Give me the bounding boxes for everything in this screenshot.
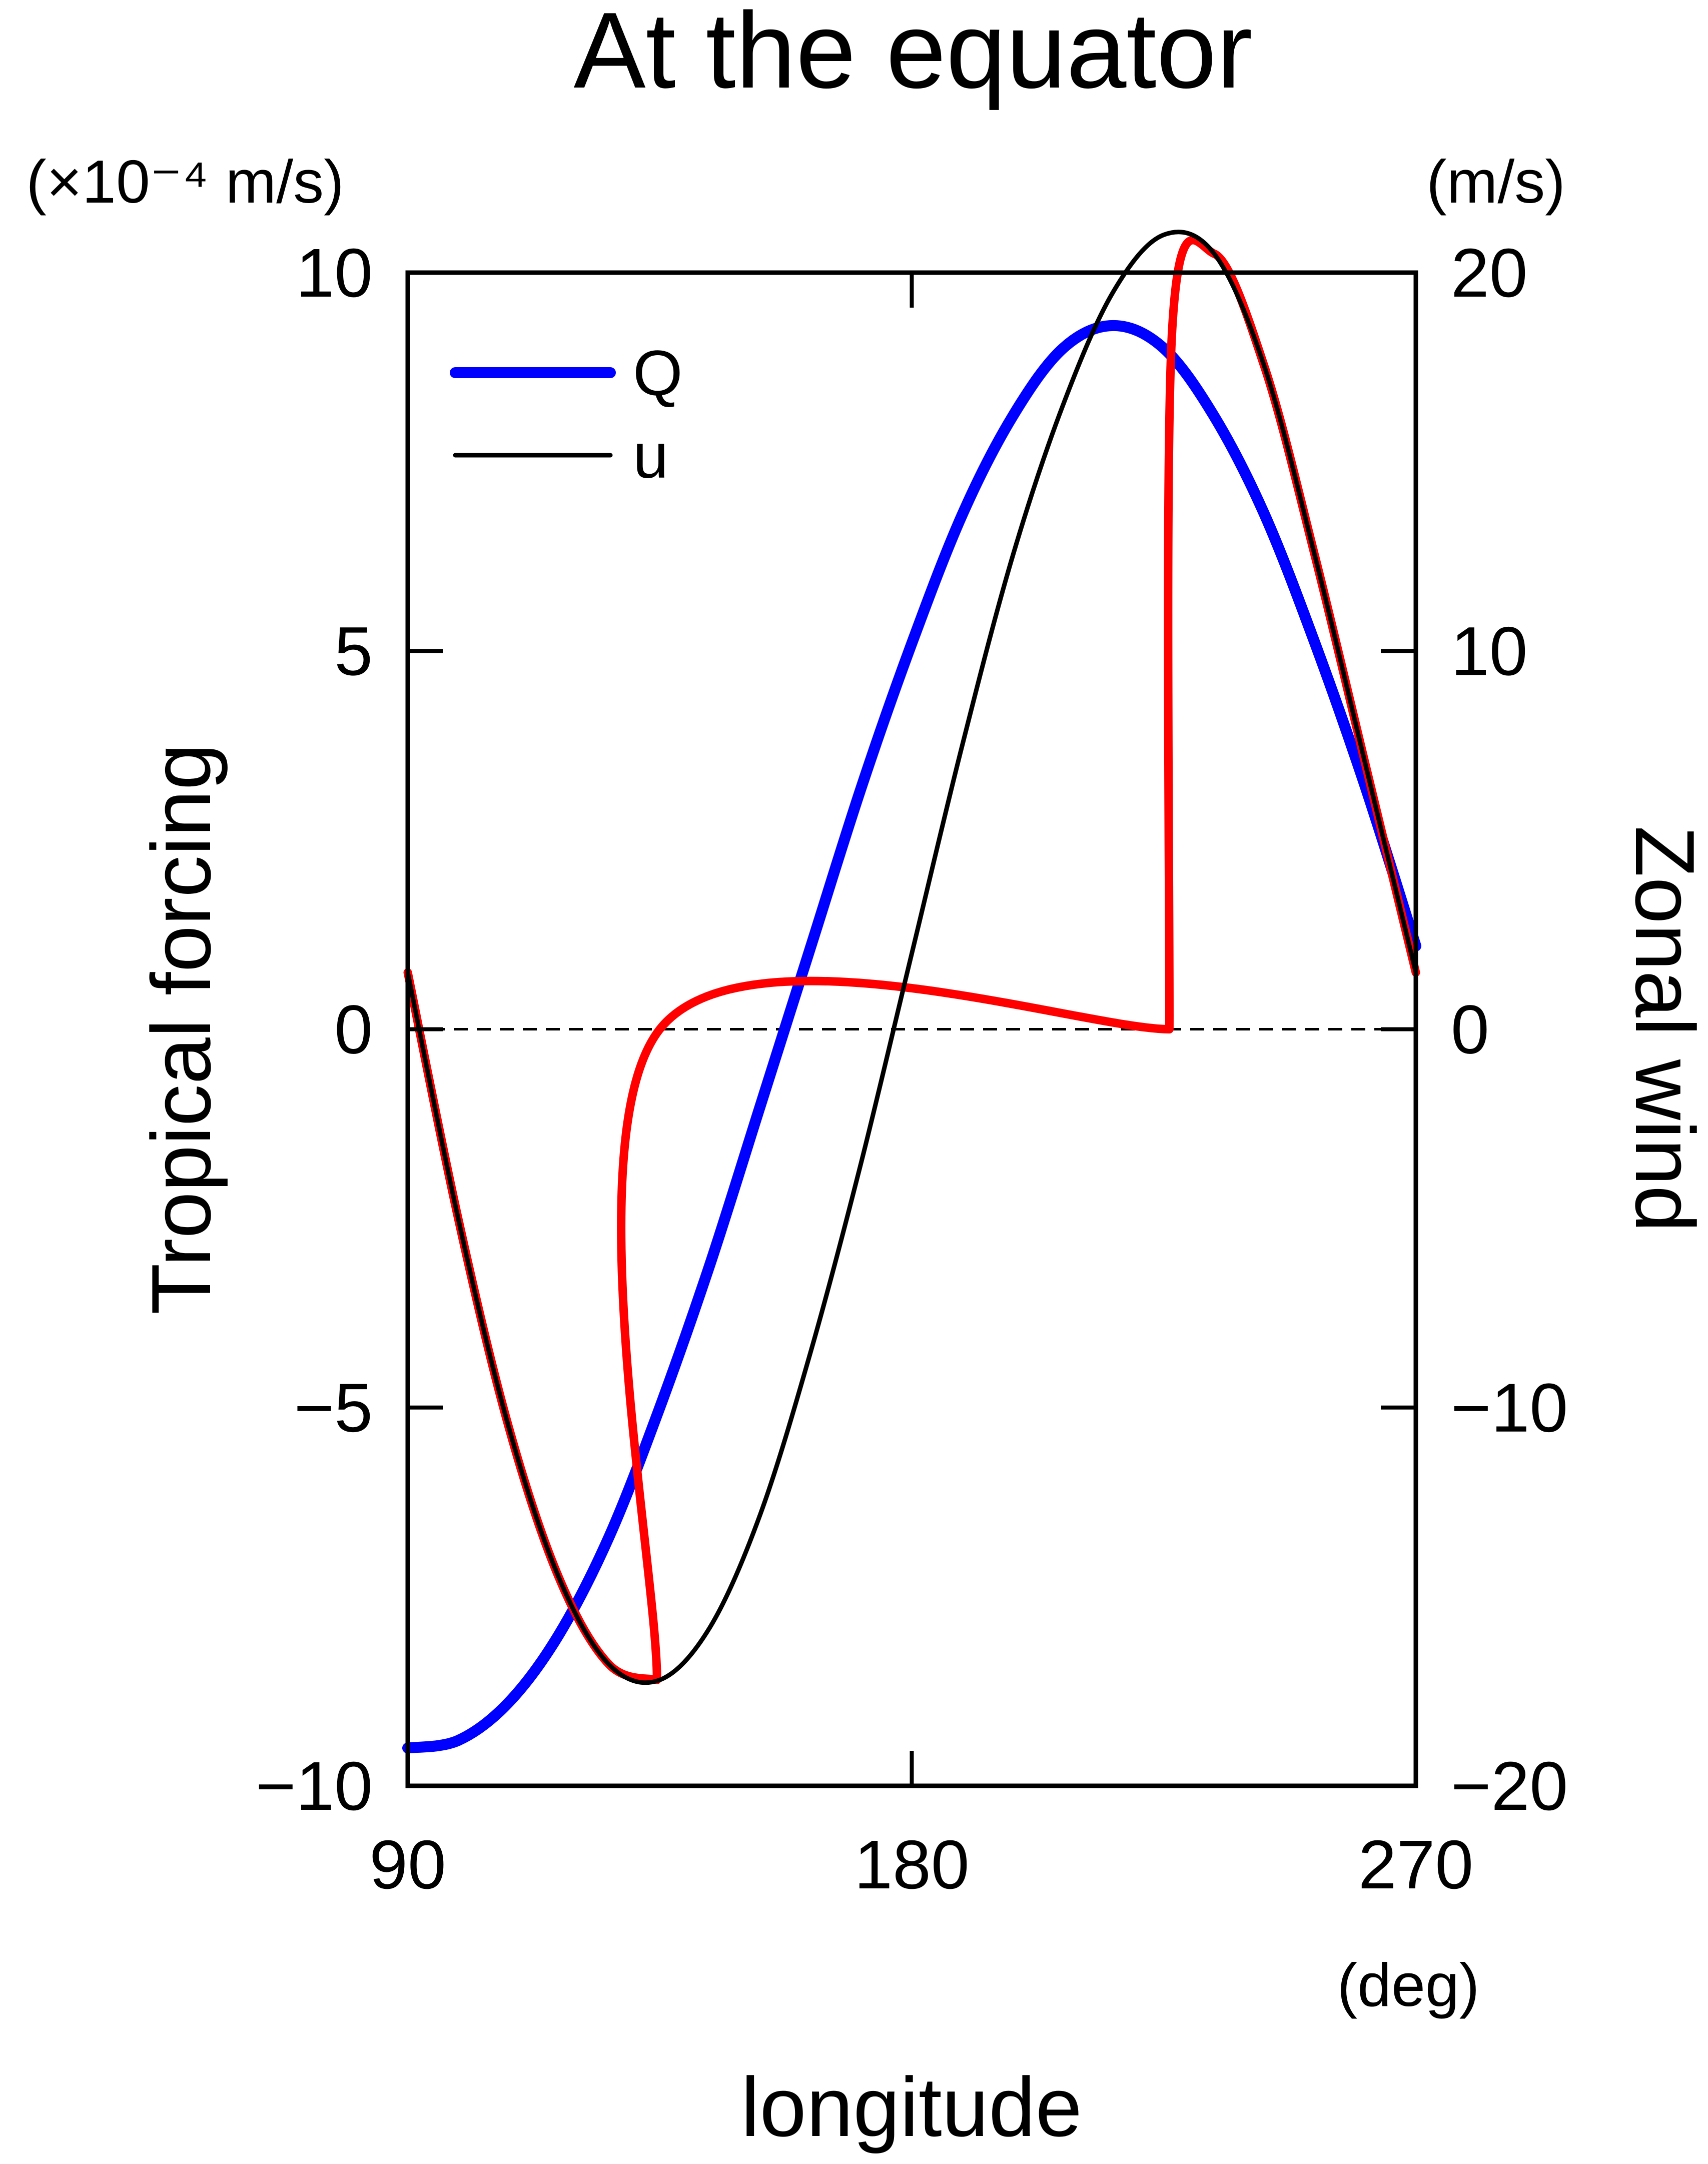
x-tick-label: 270 [1358, 1826, 1473, 1903]
series-layer [402, 230, 1421, 1754]
y-tick-label-right: −20 [1451, 1748, 1568, 1825]
y-tick-label-left: −10 [256, 1748, 373, 1825]
y-tick-label-left: 0 [334, 991, 373, 1068]
y-tick-label-left: −5 [294, 1370, 373, 1447]
y-tick-label-right: 0 [1451, 991, 1489, 1068]
right-axis-label: Zonal wind [1618, 826, 1708, 1232]
series-q-line [402, 320, 1421, 1754]
left-axis-label: Tropical forcing [134, 743, 228, 1315]
left-axis-unit: (×10⁻⁴ m/s) [26, 148, 344, 216]
y-tick-label-right: −10 [1451, 1370, 1568, 1447]
legend-label-u: u [633, 420, 668, 492]
y-tick-label-right: 10 [1451, 613, 1528, 690]
x-axis-label: longitude [741, 2060, 1082, 2154]
x-tick-label: 180 [854, 1826, 969, 1903]
ticks-layer: 90 180 270 10 5 0 −5 −10 20 10 0 −10 −20 [256, 235, 1568, 1903]
series-u-line [405, 230, 1418, 1685]
legend-label-q: Q [633, 338, 683, 409]
y-tick-label-left: 10 [296, 235, 373, 312]
chart-title: At the equator [574, 0, 1253, 111]
legend: Qu [450, 338, 683, 492]
right-axis-unit: (m/s) [1426, 148, 1565, 216]
y-tick-label-left: 5 [334, 613, 373, 690]
x-tick-label: 90 [369, 1826, 446, 1903]
x-axis-unit: (deg) [1337, 1951, 1480, 2019]
y-tick-label-right: 20 [1451, 235, 1528, 312]
